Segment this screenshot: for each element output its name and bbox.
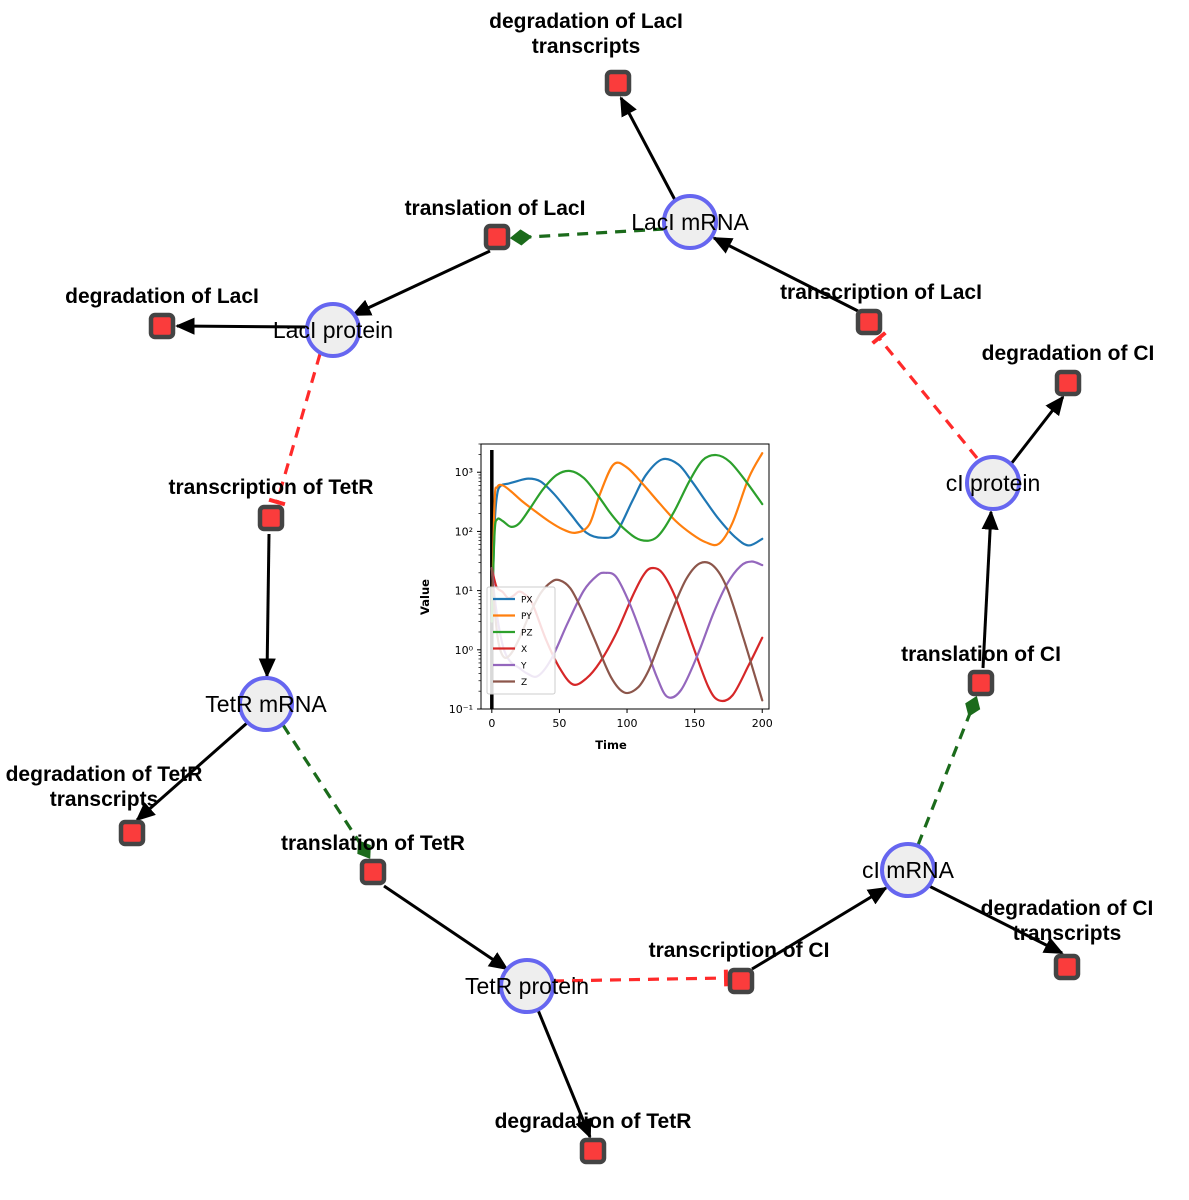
reaction-label-deg_laci_transcripts: transcripts xyxy=(532,35,641,58)
edge-e-deg-ci-tr xyxy=(928,884,1064,955)
edge-e-deg-laci-tr xyxy=(619,96,677,201)
edge-e-ci-prot xyxy=(981,510,999,669)
edge-e-deg-tetr-tr xyxy=(135,721,248,822)
edge-e-inh-laci xyxy=(871,331,979,460)
reaction-label-deg_laci: degradation of LacI xyxy=(65,285,259,308)
reaction-label-deg_ci_transcripts: degradation of CI xyxy=(981,897,1154,920)
species-label-laci_mrna: LacI mRNA xyxy=(631,209,749,235)
chart-legend-label-Z: Z xyxy=(521,678,527,688)
chart-axes-frame xyxy=(480,443,770,710)
reaction-node-deg_ci_transcripts[interactable] xyxy=(1053,953,1081,981)
edge-e-deg-tetr xyxy=(536,1009,592,1139)
reaction-node-transc_tetr[interactable] xyxy=(257,504,285,532)
chart-legend-label-Y: Y xyxy=(520,662,527,672)
reaction-label-transl_tetr: translation of TetR xyxy=(281,832,465,855)
reaction-node-deg_laci[interactable] xyxy=(148,312,176,340)
chart-ytick-label: 10⁰ xyxy=(455,644,474,657)
reaction-node-transc_ci[interactable] xyxy=(727,967,755,995)
edge-e-transl-tetr xyxy=(281,724,371,859)
reaction-node-deg_laci_transcripts[interactable] xyxy=(604,69,632,97)
chart-xlabel: Time xyxy=(595,738,627,752)
chart-ytick-label: 10² xyxy=(455,525,473,538)
edge-e-tetr-prot xyxy=(383,884,509,971)
chart-legend-label-PY: PY xyxy=(521,612,532,622)
chart-xtick-label: 0 xyxy=(488,717,495,730)
edge-e-transl-ci xyxy=(916,695,981,846)
chart-legend-label-X: X xyxy=(521,645,527,655)
species-label-ci_protein: cI protein xyxy=(946,470,1041,496)
species-node-tetr_protein[interactable] xyxy=(499,958,555,1014)
edge-e-deg-laci xyxy=(175,317,308,335)
edge-e-deg-ci xyxy=(1009,395,1065,465)
reaction-node-deg_tetr[interactable] xyxy=(579,1137,607,1165)
chart-plot-frame xyxy=(480,443,770,710)
chart-legend-label-PZ: PZ xyxy=(521,629,533,639)
chart-xtick-label: 50 xyxy=(552,717,566,730)
chart-legend: PX PY PZ XYZ xyxy=(486,586,556,695)
chart-series-PZ xyxy=(490,453,764,623)
edge-e-laci-mrna xyxy=(712,236,859,313)
edge-e-transl-laci xyxy=(509,227,665,246)
species-node-tetr_mrna[interactable] xyxy=(238,676,294,732)
reaction-node-transl_laci[interactable] xyxy=(483,223,511,251)
reaction-node-layer xyxy=(118,69,1082,1165)
edge-e-inh-tetr xyxy=(268,353,322,507)
chart-ytick-label: 10¹ xyxy=(455,585,473,598)
edge-e-laci-prot xyxy=(351,249,491,317)
reaction-label-deg_tetr_transcripts: degradation of TetR xyxy=(6,763,203,786)
timecourse-inset-plot: 0 50 100 150 200 10⁻¹ 10⁰ 10¹ 10² 10³ PX PY PZ X Y Z T… xyxy=(411,437,781,757)
chart-xtick-label: 200 xyxy=(752,717,773,730)
species-label-laci_protein: LacI protein xyxy=(273,317,393,343)
chart-ylabel: Value xyxy=(418,579,432,615)
edge-e-ci-mrna xyxy=(751,886,888,971)
species-node-layer xyxy=(238,194,1021,1014)
species-node-laci_mrna[interactable] xyxy=(662,194,718,250)
reaction-label-transl_ci: translation of CI xyxy=(901,643,1061,666)
chart-ytick-label: 10⁻¹ xyxy=(449,703,473,716)
edge-layer xyxy=(135,96,1065,1139)
reaction-label-transc_tetr: transcription of TetR xyxy=(169,476,374,499)
reaction-label-transc_ci: transcription of CI xyxy=(649,939,830,962)
timecourse-chart: 0 50 100 150 200 10⁻¹ 10⁰ 10¹ 10² 10³ PX PY PZ XYZ T… xyxy=(411,437,781,757)
chart-legend-box xyxy=(486,586,556,695)
reaction-label-deg_ci_transcripts: transcripts xyxy=(1013,922,1122,945)
chart-tick-layer: 0 50 100 150 200 10⁻¹ 10⁰ 10¹ 10² 10³ xyxy=(449,443,773,730)
reaction-label-deg_laci_transcripts: degradation of LacI xyxy=(489,10,683,33)
chart-ytick-label: 10³ xyxy=(455,466,473,479)
reaction-label-deg_tetr_transcripts: transcripts xyxy=(50,788,159,811)
species-label-tetr_protein: TetR protein xyxy=(465,973,589,999)
reaction-label-transc_laci: transcription of LacI xyxy=(780,281,982,304)
species-node-ci_mrna[interactable] xyxy=(880,842,936,898)
reaction-node-deg_ci[interactable] xyxy=(1054,369,1082,397)
edge-e-tetr-mrna xyxy=(258,533,276,678)
reaction-node-transc_laci[interactable] xyxy=(855,308,883,336)
species-label-tetr_mrna: TetR mRNA xyxy=(205,691,327,717)
reaction-node-deg_tetr_transcripts[interactable] xyxy=(118,819,146,847)
reaction-label-deg_tetr: degradation of TetR xyxy=(495,1110,692,1133)
chart-xtick-label: 100 xyxy=(617,717,638,730)
reaction-label-deg_ci: degradation of CI xyxy=(982,342,1155,365)
species-node-laci_protein[interactable] xyxy=(305,302,361,358)
reaction-label-transl_laci: translation of LacI xyxy=(405,197,586,220)
chart-legend-label-PX: PX xyxy=(521,596,533,606)
reaction-node-transl_ci[interactable] xyxy=(967,669,995,697)
chart-xtick-label: 150 xyxy=(684,717,705,730)
chart-series-PX xyxy=(490,457,764,623)
species-node-ci_protein[interactable] xyxy=(965,455,1021,511)
reaction-node-transl_tetr[interactable] xyxy=(359,858,387,886)
label-layer: degradation of LacItranscriptstranslatio… xyxy=(6,10,1155,1133)
species-label-ci_mrna: cI mRNA xyxy=(862,857,955,883)
edge-e-inh-ci xyxy=(552,969,729,987)
